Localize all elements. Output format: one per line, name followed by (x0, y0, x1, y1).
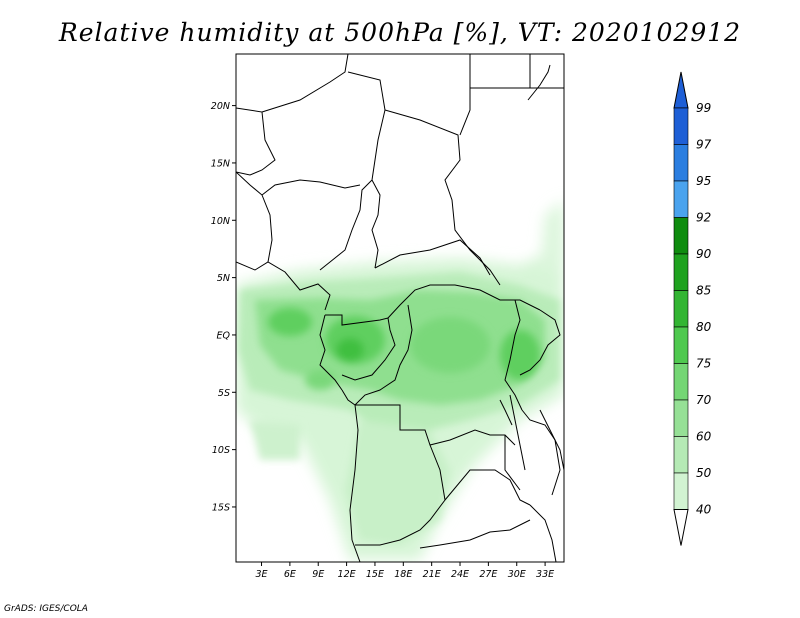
lon-tick-label: 21E (423, 569, 441, 580)
lat-tick-label: 20N (211, 101, 230, 112)
colorbar-swatch (673, 363, 689, 401)
colorbar-level-label: 50 (696, 466, 712, 480)
lon-tick-label: 6E (284, 569, 296, 580)
lat-tick-label: 5N (217, 273, 230, 284)
colorbar-swatch (673, 217, 689, 255)
colorbar: 99 97 95 92 90 85 80 75 70 60 50 40 (673, 71, 712, 546)
lon-tick-label: 27E (479, 569, 497, 580)
colorbar-level-label: 70 (696, 393, 712, 407)
latitude-axis: 20N 15N 10N 5N EQ 5S 10S 15S (211, 101, 236, 513)
colorbar-swatch (673, 436, 689, 474)
lon-tick-label: 30E (508, 569, 526, 580)
longitude-axis: 3E 6E 9E 12E 15E 18E 21E 24E 27E 30E 33E (255, 562, 554, 580)
colorbar-swatch (673, 144, 689, 182)
lon-tick-label: 3E (255, 569, 267, 580)
lat-tick-label: 10N (211, 216, 230, 227)
colorbar-bottom-arrow (673, 509, 689, 546)
map-frame (235, 53, 565, 563)
lon-tick-label: 18E (394, 569, 412, 580)
lon-tick-label: 9E (312, 569, 324, 580)
colorbar-level-label: 95 (696, 174, 711, 188)
lon-tick-label: 33E (536, 569, 554, 580)
lon-tick-label: 24E (451, 569, 469, 580)
colorbar-level-label: 75 (696, 357, 711, 371)
colorbar-swatch (673, 472, 689, 510)
lon-tick-label: 15E (366, 569, 384, 580)
colorbar-level-label: 40 (696, 503, 712, 517)
colorbar-level-label: 97 (696, 138, 712, 152)
lat-tick-label: 15S (212, 502, 230, 513)
colorbar-level-label: 90 (696, 247, 712, 261)
colorbar-level-label: 99 (696, 101, 711, 115)
humidity-shading (236, 200, 564, 560)
colorbar-swatch (673, 290, 689, 328)
colorbar-swatch (673, 399, 689, 437)
colorbar-swatch (673, 180, 689, 218)
colorbar-level-label: 80 (696, 320, 712, 334)
lat-tick-label: 10S (212, 445, 230, 456)
colorbar-swatch (673, 253, 689, 291)
colorbar-swatch (673, 107, 689, 145)
colorbar-swatch (673, 326, 689, 364)
lat-tick-label: 15N (211, 158, 230, 169)
grads-credit: GrADS: IGES/COLA (4, 604, 88, 614)
lon-tick-label: 12E (338, 569, 356, 580)
colorbar-level-label: 85 (696, 284, 711, 298)
lat-tick-label: 5S (218, 388, 230, 399)
lat-tick-label: EQ (217, 330, 231, 341)
country-boundaries (236, 54, 564, 562)
colorbar-level-label: 92 (696, 211, 711, 225)
colorbar-top-arrow (673, 71, 689, 109)
colorbar-level-label: 60 (696, 430, 712, 444)
chart-title: Relative humidity at 500hPa [%], VT: 202… (58, 18, 742, 47)
